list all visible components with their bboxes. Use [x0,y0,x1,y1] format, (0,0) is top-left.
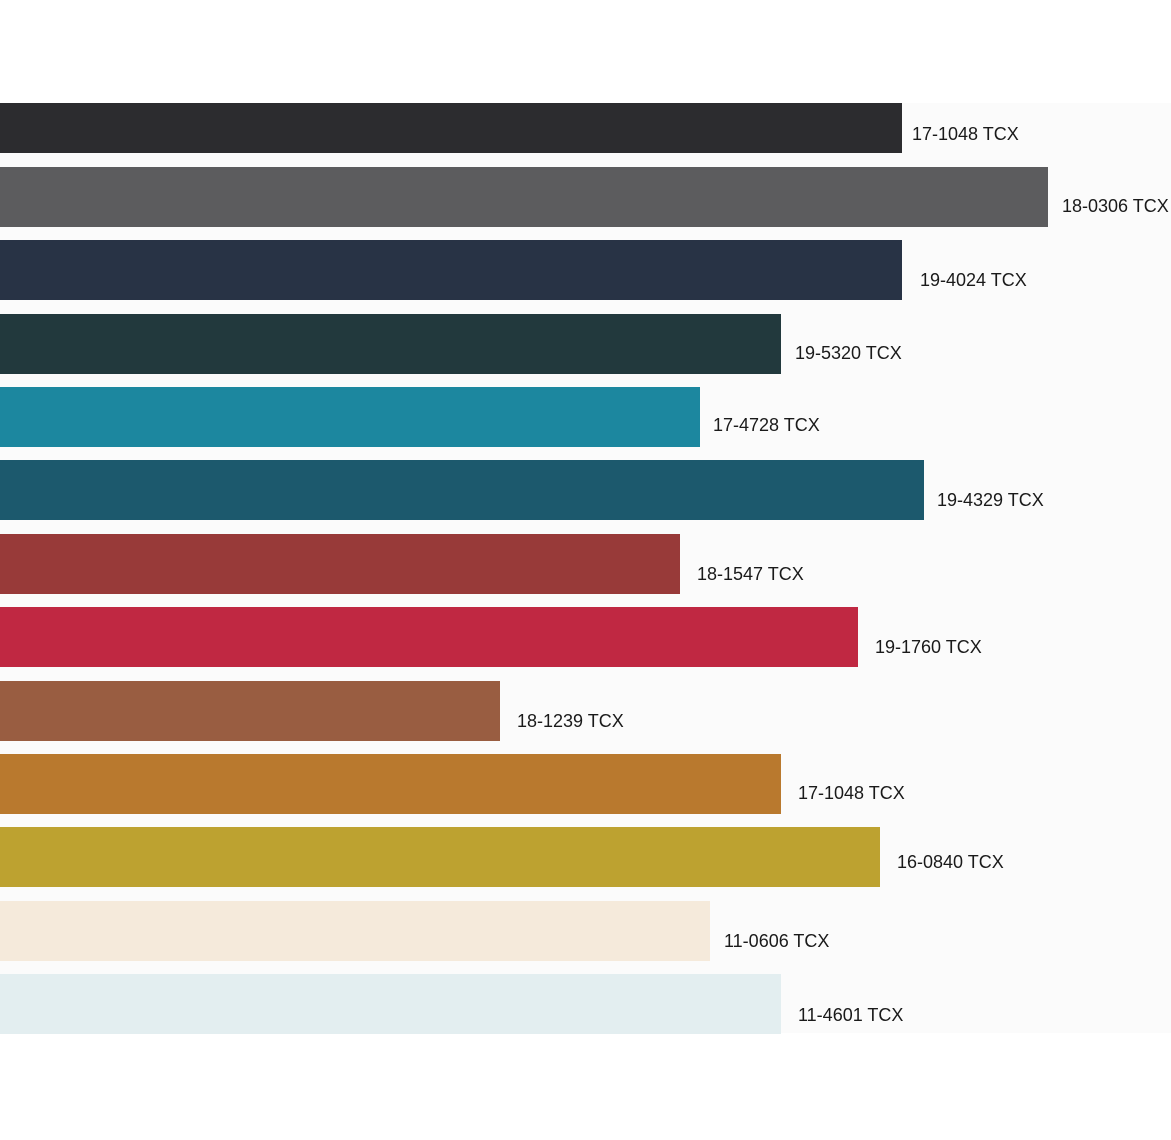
color-code-label: 17-1048 TCX [912,124,1019,144]
color-code-label: 19-4329 TCX [937,490,1044,510]
color-code-label: 19-1760 TCX [875,637,982,657]
color-code-label: 17-1048 TCX [798,783,905,803]
color-swatch-bar [0,314,781,374]
color-swatch-bar [0,827,880,887]
color-palette: 17-1048 TCX 18-0306 TCX 19-4024 TCX 19-5320… [0,103,1171,1034]
color-swatch-bar [0,607,858,667]
color-code-label: 17-4728 TCX [713,415,820,435]
color-swatch-bar [0,974,781,1034]
color-code-label: 11-0606 TCX [724,931,830,951]
color-swatch-bar [0,754,781,814]
color-swatch-bar [0,681,500,741]
color-code-label: 18-0306 TCX [1062,196,1169,216]
color-swatch-bar [0,240,902,300]
color-swatch-bar [0,901,710,961]
color-swatch-bar [0,460,924,520]
color-swatch-bar [0,387,700,447]
color-code-label: 18-1547 TCX [697,564,804,584]
color-code-label: 11-4601 TCX [798,1005,904,1025]
color-swatch-bar [0,167,1048,227]
color-swatch-bar [0,103,902,153]
color-code-label: 19-5320 TCX [795,343,902,363]
color-code-label: 16-0840 TCX [897,852,1004,872]
color-code-label: 18-1239 TCX [517,711,624,731]
color-swatch-bar [0,534,680,594]
color-code-label: 19-4024 TCX [920,270,1027,290]
